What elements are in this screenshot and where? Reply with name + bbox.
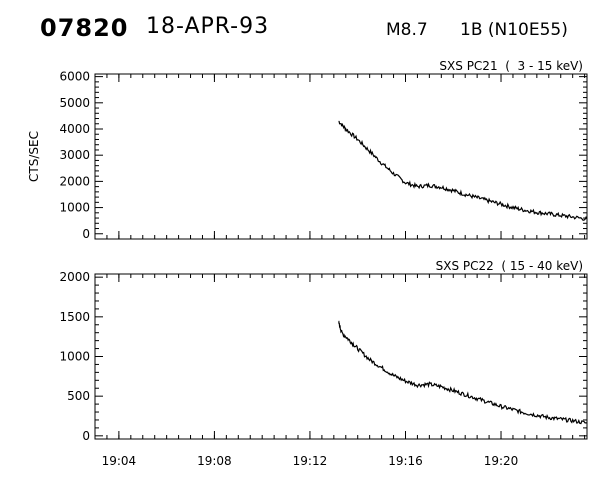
plot-frame <box>94 273 588 440</box>
panel-title: SXS PC21 ( 3 - 15 keV) <box>439 59 583 73</box>
x-tick-label: 19:16 <box>388 454 423 468</box>
x-tick-label: 19:08 <box>197 454 232 468</box>
goes-class: M8.7 <box>386 20 428 40</box>
y-tick-label: 5000 <box>59 96 90 110</box>
x-tick-label: 19:20 <box>484 454 519 468</box>
flare-date: 18-APR-93 <box>146 14 270 39</box>
y-tick-label: 2000 <box>59 174 90 188</box>
y-tick-label: 6000 <box>59 70 90 84</box>
y-axis-label: CTS/SEC <box>27 131 41 182</box>
count-rate-line <box>338 120 588 221</box>
y-tick-label: 4000 <box>59 122 90 136</box>
y-tick-label: 0 <box>82 429 90 443</box>
y-tick-label: 0 <box>82 227 90 241</box>
plot-frame <box>94 73 588 240</box>
y-tick-label: 500 <box>67 389 90 403</box>
count-rate-line <box>338 320 588 425</box>
x-tick-label: 19:04 <box>102 454 137 468</box>
y-tick-label: 2000 <box>59 270 90 284</box>
y-tick-label: 1500 <box>59 310 90 324</box>
panel-title: SXS PC22 ( 15 - 40 keV) <box>436 259 583 273</box>
y-tick-label: 1000 <box>59 350 90 364</box>
flare-number: 07820 <box>40 14 129 42</box>
y-tick-label: 3000 <box>59 148 90 162</box>
optical-class-location: 1B (N10E55) <box>460 20 568 40</box>
x-tick-label: 19:12 <box>293 454 328 468</box>
y-tick-label: 1000 <box>59 201 90 215</box>
